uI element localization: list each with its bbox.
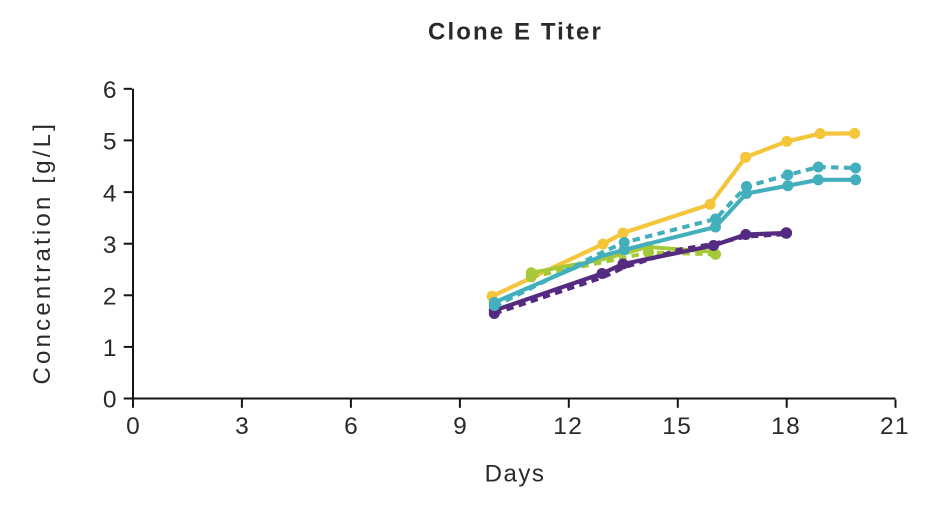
- svg-text:0: 0: [126, 413, 140, 440]
- svg-text:9: 9: [453, 413, 467, 440]
- svg-text:6: 6: [344, 413, 358, 440]
- svg-text:2: 2: [103, 284, 117, 311]
- svg-text:12: 12: [553, 413, 583, 440]
- svg-text:21: 21: [880, 413, 910, 440]
- svg-text:3: 3: [235, 413, 249, 440]
- svg-text:6: 6: [103, 77, 117, 104]
- svg-text:18: 18: [771, 413, 801, 440]
- svg-text:4: 4: [103, 180, 117, 207]
- svg-text:Concentration [g/L]: Concentration [g/L]: [29, 121, 56, 385]
- svg-text:5: 5: [103, 129, 117, 156]
- svg-text:0: 0: [103, 387, 117, 414]
- svg-text:3: 3: [103, 232, 117, 259]
- svg-text:Clone E Titer: Clone E Titer: [428, 19, 603, 46]
- svg-text:15: 15: [662, 413, 692, 440]
- svg-text:1: 1: [103, 335, 117, 362]
- svg-text:Days: Days: [485, 461, 546, 488]
